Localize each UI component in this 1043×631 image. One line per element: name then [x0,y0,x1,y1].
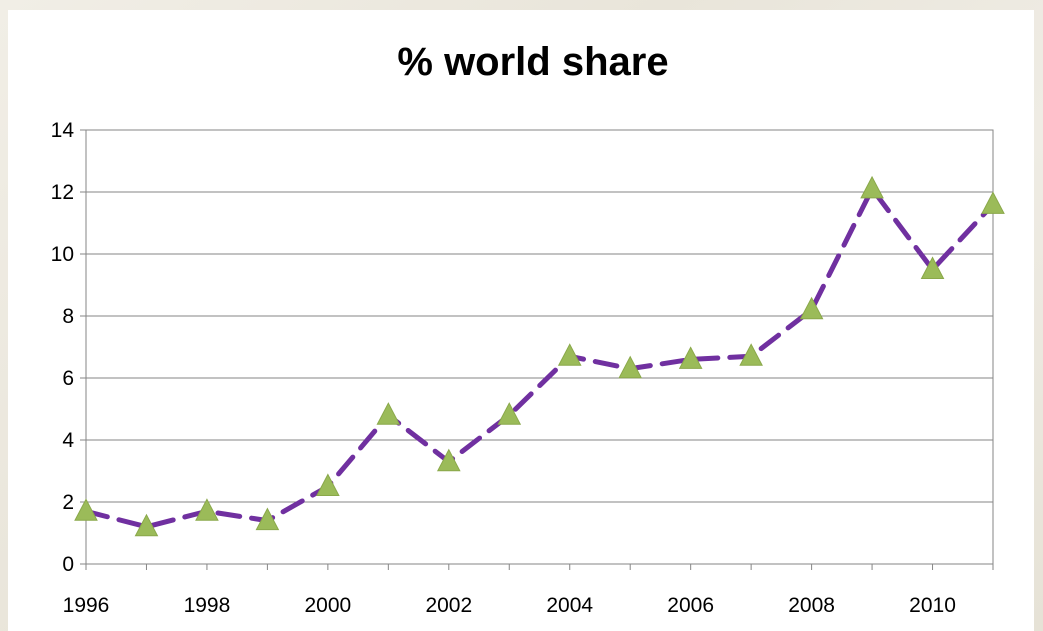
data-point-1997 [134,513,159,537]
y-tick-label: 12 [51,181,74,204]
data-point-1999 [255,507,280,531]
data-point-2001 [376,402,401,425]
data-point-2000 [316,473,340,496]
x-tick-label: 2010 [909,594,956,617]
chart-title: % world share [397,40,669,84]
data-point-2002 [436,448,461,472]
y-tick-label: 14 [51,119,75,142]
y-tick-label: 10 [51,243,74,266]
data-point-2005 [618,355,643,379]
chart-panel [8,10,1034,631]
x-tick-label: 2006 [667,594,714,617]
plot-area-border [85,129,994,565]
x-tick-label: 2004 [546,594,593,617]
y-axis-ticks: 0 2 4 6 8 10 12 14 [51,119,86,576]
data-point-2009 [860,175,884,199]
y-tick-label: 0 [62,553,74,576]
data-point-2004 [557,343,582,366]
data-markers [74,175,1005,537]
data-point-1996 [74,498,98,521]
series-line [83,186,996,530]
data-point-2011 [981,191,1005,214]
x-tick-label: 2000 [305,594,352,617]
data-point-2007 [739,343,763,366]
y-tick-label: 4 [62,429,74,452]
x-tick-label: 1998 [184,594,231,617]
x-tick-label: 2008 [788,594,835,617]
gridlines [86,129,993,565]
x-axis-ticks: 1996 1998 2000 2002 2004 2006 2008 2010 [63,564,994,617]
y-tick-label: 2 [62,491,74,514]
y-tick-label: 6 [62,367,74,390]
data-point-2006 [678,346,703,369]
x-tick-label: 1996 [63,594,110,617]
data-point-2008 [799,296,824,320]
x-tick-label: 2002 [425,594,472,617]
y-tick-label: 8 [62,305,74,328]
data-point-2003 [497,402,522,425]
data-point-2010 [920,256,945,279]
data-point-1998 [195,498,219,521]
